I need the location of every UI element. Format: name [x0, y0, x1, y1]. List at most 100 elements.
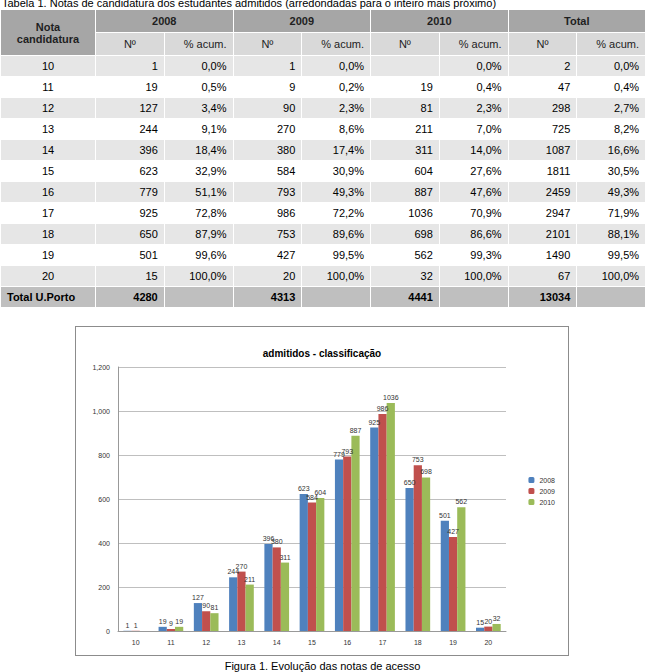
svg-text:1,200: 1,200 — [92, 364, 110, 371]
svg-text:32: 32 — [493, 615, 501, 622]
html-text:2009: 2009 — [289, 15, 314, 27]
html-text:18,4%: 18,4% — [195, 144, 227, 156]
svg-text:1: 1 — [125, 622, 129, 629]
svg-text:15: 15 — [308, 639, 316, 646]
html-text:244: 244 — [139, 123, 158, 135]
html-text:47: 47 — [558, 81, 571, 93]
html-text:0,2%: 0,2% — [339, 81, 364, 93]
html-text:0,4%: 0,4% — [614, 81, 639, 93]
html-text:211: 211 — [415, 123, 433, 135]
svg-text:1: 1 — [134, 622, 138, 629]
html-text:2,7%: 2,7% — [614, 102, 639, 114]
svg-text:753: 753 — [412, 456, 424, 463]
html-text:311: 311 — [415, 144, 433, 156]
svg-text:501: 501 — [439, 512, 451, 519]
svg-text:270: 270 — [236, 563, 248, 570]
html-text:% acum.: % acum. — [183, 38, 227, 50]
html-text:0,4%: 0,4% — [476, 81, 502, 93]
html-text:Nº: Nº — [123, 38, 136, 50]
html-text:7,0%: 7,0% — [476, 123, 502, 135]
html-text:2010: 2010 — [427, 15, 452, 27]
html-text:% acum.: % acum. — [321, 38, 364, 50]
html-text:10: 10 — [41, 60, 55, 72]
svg-text:13: 13 — [238, 639, 246, 646]
html-text:14: 14 — [41, 144, 55, 156]
html-text:2008: 2008 — [152, 15, 177, 27]
svg-text:19: 19 — [449, 639, 457, 646]
html-text:2,3%: 2,3% — [476, 102, 502, 114]
svg-text:15: 15 — [476, 619, 484, 626]
svg-text:90: 90 — [202, 602, 210, 609]
html-text:2,3%: 2,3% — [339, 102, 364, 114]
html-text:8,6%: 8,6% — [339, 123, 364, 135]
svg-text:2009: 2009 — [539, 488, 555, 495]
html-text:% acum.: % acum. — [596, 38, 639, 50]
svg-text:19: 19 — [159, 618, 167, 625]
svg-text:698: 698 — [420, 468, 432, 475]
html-text:Nº: Nº — [536, 38, 549, 50]
html-text:270: 270 — [276, 123, 296, 135]
svg-text:200: 200 — [98, 584, 110, 591]
html-text:8,2%: 8,2% — [614, 123, 639, 135]
html-text:0,0%: 0,0% — [476, 60, 502, 72]
svg-text:600: 600 — [98, 496, 110, 503]
svg-text:2008: 2008 — [539, 477, 555, 484]
html-text:13: 13 — [41, 123, 55, 135]
html-text:725: 725 — [551, 123, 571, 135]
svg-text:17: 17 — [379, 639, 387, 646]
svg-text:211: 211 — [244, 576, 255, 583]
svg-text:1036: 1036 — [383, 394, 399, 401]
html-text:Nº: Nº — [398, 38, 411, 50]
html-text:19: 19 — [420, 81, 433, 93]
svg-text:887: 887 — [350, 427, 362, 434]
svg-text:11: 11 — [167, 639, 174, 646]
svg-text:986: 986 — [377, 405, 389, 412]
svg-text:623: 623 — [298, 485, 310, 492]
svg-text:12: 12 — [202, 639, 210, 646]
html-text:127: 127 — [139, 102, 158, 114]
svg-text:admitidos - classificação: admitidos - classificação — [263, 348, 381, 359]
svg-text:1,000: 1,000 — [92, 408, 110, 415]
svg-text:562: 562 — [455, 498, 467, 505]
svg-text:380: 380 — [271, 538, 283, 545]
svg-text:604: 604 — [314, 489, 326, 496]
html-text:% acum.: % acum. — [458, 38, 502, 50]
svg-text:19: 19 — [175, 618, 183, 625]
svg-text:311: 311 — [279, 554, 290, 561]
html-text:Nota candidatura: Nota candidatura — [16, 20, 80, 45]
html-text:90: 90 — [283, 102, 296, 114]
html-text:0,0%: 0,0% — [614, 60, 639, 72]
html-text:0,5%: 0,5% — [201, 81, 227, 93]
html-text:81: 81 — [420, 102, 433, 114]
svg-text:427: 427 — [447, 528, 459, 535]
html-text:Nº: Nº — [261, 38, 274, 50]
svg-text:800: 800 — [98, 452, 110, 459]
svg-text:10: 10 — [132, 639, 140, 646]
html-text:0,0%: 0,0% — [201, 60, 227, 72]
svg-text:2010: 2010 — [539, 499, 555, 506]
svg-text:400: 400 — [98, 540, 110, 547]
svg-text:650: 650 — [404, 479, 416, 486]
svg-text:20: 20 — [484, 618, 492, 625]
svg-text:81: 81 — [211, 604, 219, 611]
html-text:19: 19 — [145, 81, 158, 93]
svg-text:9: 9 — [169, 620, 173, 627]
html-text:17,4%: 17,4% — [332, 144, 364, 156]
html-text:298: 298 — [551, 102, 571, 114]
svg-text:16: 16 — [343, 639, 351, 646]
html-text:3,4%: 3,4% — [201, 102, 227, 114]
svg-text:127: 127 — [192, 594, 204, 601]
svg-text:793: 793 — [341, 448, 353, 455]
html-text:380: 380 — [276, 144, 296, 156]
html-text:9,1%: 9,1% — [201, 123, 227, 135]
svg-text:0: 0 — [106, 628, 110, 635]
svg-text:14: 14 — [273, 639, 281, 646]
svg-text:925: 925 — [368, 419, 380, 426]
html-text:396: 396 — [139, 144, 158, 156]
html-text:11: 11 — [42, 81, 54, 93]
html-text:12: 12 — [41, 102, 55, 114]
svg-text:18: 18 — [414, 639, 422, 646]
html-text:Total: Total — [564, 15, 590, 27]
svg-text:20: 20 — [484, 639, 492, 646]
html-text:0,0%: 0,0% — [339, 60, 364, 72]
